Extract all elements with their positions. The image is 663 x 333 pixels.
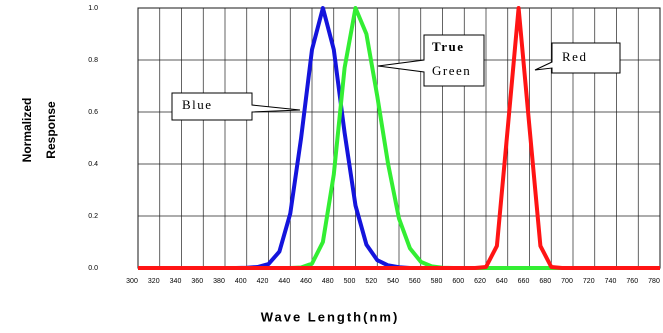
x-tick-label: 380: [213, 278, 225, 285]
y-tick-label: 0.2: [88, 213, 98, 220]
callout-text: Green: [432, 63, 471, 78]
x-tick-label: 760: [626, 278, 638, 285]
y-axis-label: Response: [44, 101, 58, 159]
x-tick-label: 780: [648, 278, 660, 285]
x-tick-label: 560: [409, 278, 421, 285]
y-tick-label: 0.0: [88, 265, 98, 272]
callouts: Blue True Green Red: [171, 34, 621, 121]
callout-box: [377, 34, 485, 87]
x-tick-label: 600: [452, 278, 464, 285]
callout-box: [534, 42, 621, 74]
x-tick-label: 640: [496, 278, 508, 285]
x-tick-label: 340: [170, 278, 182, 285]
y-tick-label: 0.4: [88, 161, 98, 168]
callout-text: Red: [562, 49, 587, 64]
x-tick-label: 500: [344, 278, 356, 285]
x-tick-label: 400: [235, 278, 247, 285]
x-tick-label: 440: [278, 278, 290, 285]
x-tick-label: 620: [474, 278, 486, 285]
x-tick-label: 480: [322, 278, 334, 285]
callout-text: Blue: [182, 97, 213, 112]
series-line: [138, 6, 660, 270]
x-axis-label: Wave Length(nm): [261, 309, 400, 324]
callout-box: [171, 92, 301, 121]
x-tick-label: 420: [257, 278, 269, 285]
y-axis-label: Normalized: [20, 98, 34, 163]
x-tick-label: 680: [539, 278, 551, 285]
x-tick-label: 360: [191, 278, 203, 285]
x-tick-label: 740: [605, 278, 617, 285]
y-tick-label: 1.0: [88, 5, 98, 12]
x-tick-label: 540: [387, 278, 399, 285]
callout-text: True: [432, 39, 464, 54]
x-tick-label: 460: [300, 278, 312, 285]
x-tick-label: 720: [583, 278, 595, 285]
x-tick-label: 700: [561, 278, 573, 285]
y-tick-label: 0.8: [88, 57, 98, 64]
x-tick-label: 300: [126, 278, 138, 285]
x-tick-label: 320: [148, 278, 160, 285]
y-tick-label: 0.6: [88, 109, 98, 116]
x-tick-label: 660: [518, 278, 530, 285]
x-tick-label: 520: [365, 278, 377, 285]
x-tick-label: 580: [431, 278, 443, 285]
